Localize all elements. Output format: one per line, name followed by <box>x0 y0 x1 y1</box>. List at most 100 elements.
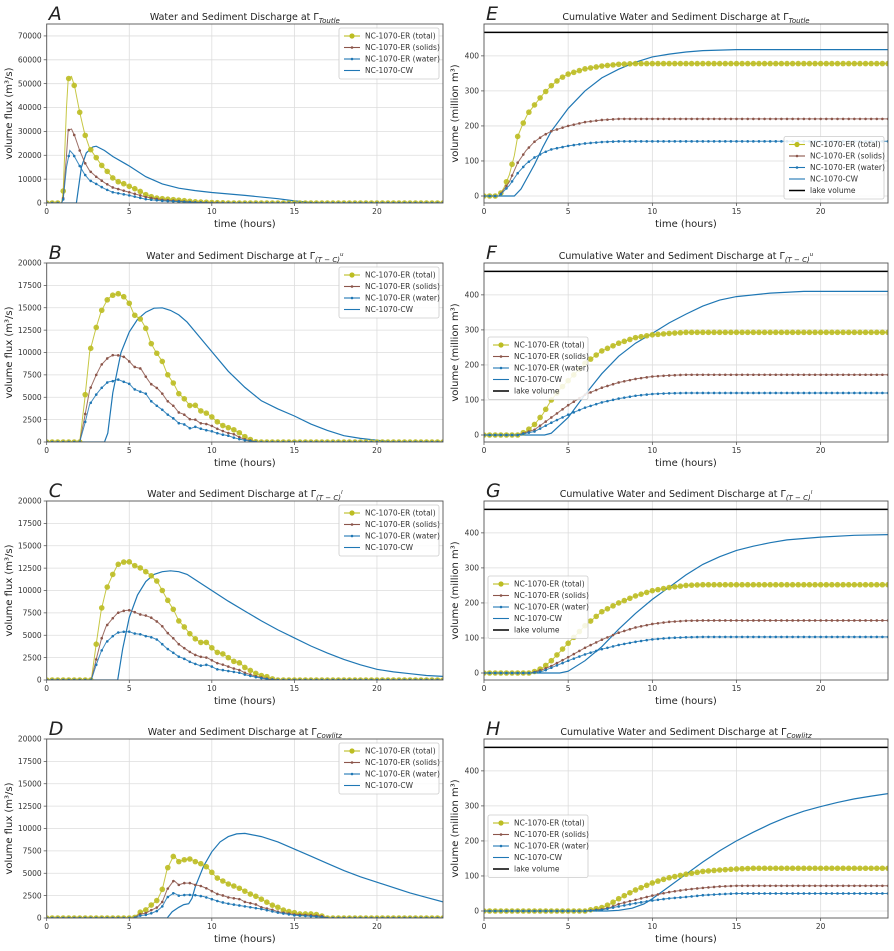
data-point-total <box>280 907 287 913</box>
legend-label-solids: NC-1070-ER (solids) <box>365 282 440 291</box>
data-point-water <box>583 653 587 656</box>
data-point-total <box>671 873 678 880</box>
data-point-water <box>707 635 710 639</box>
data-point-total <box>761 581 768 588</box>
data-point-total <box>120 293 127 300</box>
data-point-water <box>293 914 296 917</box>
data-point-total <box>520 120 527 126</box>
data-point-total <box>677 872 684 879</box>
data-point-total <box>198 639 204 646</box>
series-line-solids <box>46 128 443 203</box>
data-point-total <box>54 915 61 918</box>
data-point-total <box>627 889 633 896</box>
data-point-solids <box>634 117 637 121</box>
legend-label-water: NC-1070-ER (water) <box>365 294 440 303</box>
y-tick-label: 17500 <box>18 757 42 766</box>
data-point-water <box>298 914 302 917</box>
legend-label-total: NC-1070-ER (total) <box>810 140 881 149</box>
plot-area <box>46 290 443 442</box>
x-tick-label: 20 <box>372 446 382 455</box>
data-point-total <box>104 297 111 303</box>
data-point-water <box>499 192 503 196</box>
data-point-water <box>684 391 688 395</box>
data-point-water <box>572 143 576 147</box>
data-point-total <box>423 677 430 680</box>
data-point-water <box>227 434 230 438</box>
data-point-water <box>521 909 525 913</box>
data-point-total <box>120 180 127 187</box>
data-point-solids <box>155 620 159 623</box>
data-point-water <box>533 671 536 674</box>
data-point-solids <box>138 194 142 197</box>
data-point-water <box>493 194 497 198</box>
data-point-solids <box>667 890 671 894</box>
data-point-solids <box>628 378 632 382</box>
data-point-water <box>304 914 307 918</box>
data-point-total <box>264 200 270 203</box>
data-point-solids <box>617 117 620 121</box>
data-point-solids <box>830 619 834 622</box>
data-point-water <box>221 433 225 436</box>
data-point-solids <box>149 382 153 386</box>
data-point-total <box>711 867 717 874</box>
data-point-water <box>89 401 93 405</box>
title-text: Cumulative Water and Sediment Discharge … <box>560 489 787 500</box>
data-point-total <box>733 581 740 588</box>
data-point-water <box>853 391 856 395</box>
data-point-water <box>639 901 643 904</box>
data-point-total <box>688 60 695 67</box>
data-point-total <box>407 200 413 203</box>
data-point-total <box>231 883 237 889</box>
data-point-total <box>840 329 846 336</box>
data-point-water <box>94 663 98 667</box>
data-point-solids <box>656 117 660 121</box>
data-point-water <box>740 635 744 639</box>
data-point-water <box>550 148 553 151</box>
data-point-water <box>791 892 794 895</box>
data-point-total <box>302 677 309 680</box>
chart-title: Cumulative Water and Sediment Discharge … <box>560 727 812 740</box>
data-point-total <box>142 191 149 198</box>
data-point-water <box>622 904 626 907</box>
data-point-solids <box>881 373 884 377</box>
data-point-solids <box>824 884 828 888</box>
data-point-solids <box>634 898 637 902</box>
data-point-solids <box>111 186 115 189</box>
data-point-solids <box>166 887 170 890</box>
data-point-total <box>341 915 347 918</box>
data-point-solids <box>111 616 115 620</box>
y-tick-label: 12500 <box>18 326 42 335</box>
data-point-water <box>309 914 313 918</box>
data-point-total <box>655 331 661 338</box>
data-point-water <box>830 892 834 895</box>
data-point-total <box>142 907 149 913</box>
axes-frame <box>483 738 889 919</box>
data-point-water <box>138 196 142 200</box>
data-point-solids <box>819 373 822 377</box>
data-point-solids <box>780 884 783 888</box>
data-point-solids <box>701 886 705 890</box>
title-subscript: Toutle <box>788 17 809 25</box>
data-point-solids <box>171 404 175 408</box>
data-point-solids <box>780 619 783 622</box>
data-point-solids <box>695 887 699 890</box>
y-tick-label: 7500 <box>23 609 42 618</box>
data-point-water <box>238 437 241 441</box>
data-point-water <box>149 635 153 639</box>
data-point-total <box>71 439 78 442</box>
x-tick-label: 20 <box>816 446 826 455</box>
data-point-water <box>757 892 761 895</box>
y-tick-label: 200 <box>465 122 480 131</box>
legend-label-cw: NC-1070-CW <box>365 66 414 75</box>
panel-letter: A <box>47 3 62 25</box>
data-point-solids <box>853 373 856 377</box>
data-point-solids <box>572 652 576 656</box>
data-point-total <box>873 581 880 588</box>
data-point-water <box>205 428 208 432</box>
data-point-total <box>170 853 177 860</box>
data-point-water <box>752 892 755 895</box>
data-point-water <box>138 914 142 917</box>
data-point-water <box>177 200 181 203</box>
data-point-total <box>761 865 768 872</box>
data-point-water <box>634 394 637 398</box>
